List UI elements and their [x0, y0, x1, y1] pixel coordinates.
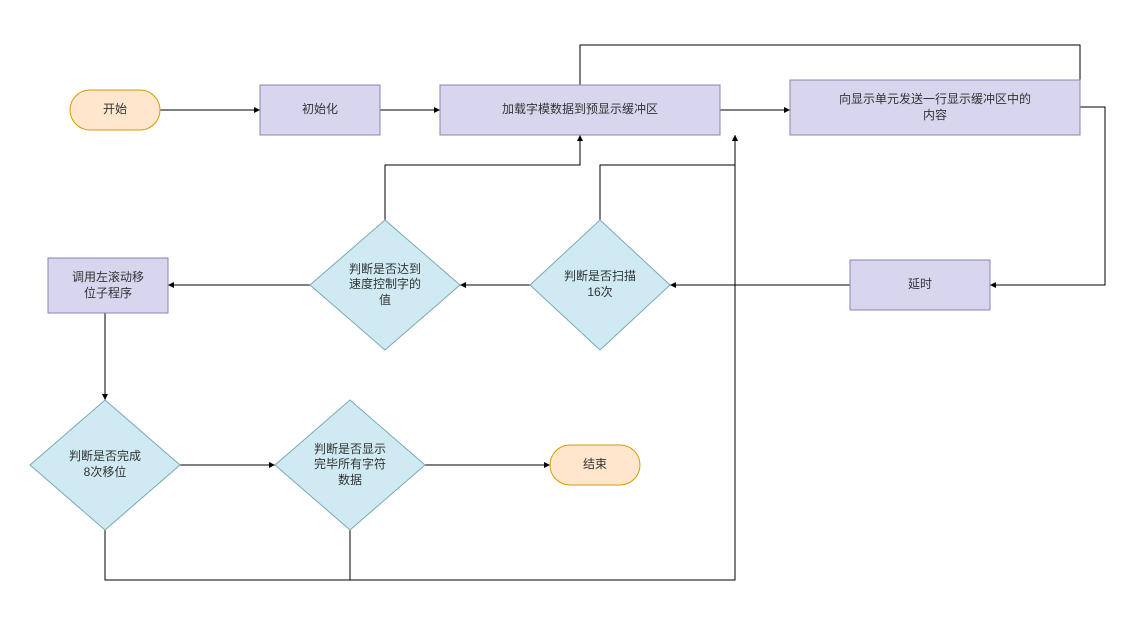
flowchart-svg [0, 0, 1129, 618]
edge-allchars-loop [350, 530, 560, 580]
edge-shift8-sendrow [105, 135, 735, 580]
node-start-shape [70, 90, 160, 130]
node-allchars-shape [275, 400, 425, 530]
node-scan16-shape [530, 220, 670, 350]
node-init-shape [260, 85, 380, 135]
edge-speed-loadbuf [385, 135, 580, 220]
node-scrollsub-shape [48, 258, 168, 313]
edge-scan16-sendrow [600, 135, 735, 220]
node-delay-shape [850, 260, 990, 310]
node-end-shape [550, 445, 640, 485]
node-shift8-shape [30, 400, 180, 530]
node-sendrow-shape [790, 80, 1080, 135]
node-speed-shape [310, 220, 460, 350]
node-loadbuf-shape [440, 85, 720, 135]
edge-top-feedback [580, 45, 1080, 85]
